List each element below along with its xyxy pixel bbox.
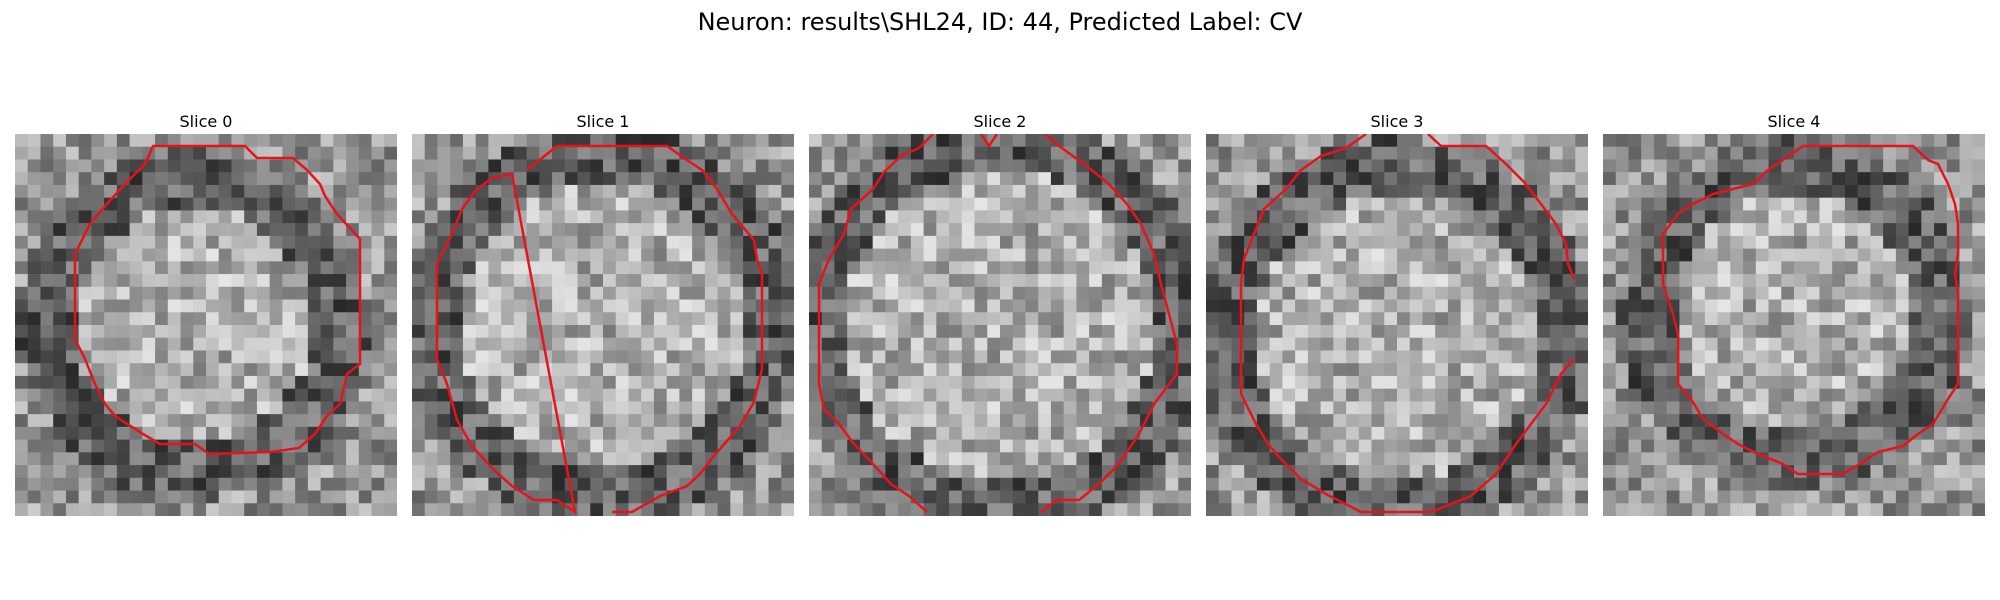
segmentation-contour xyxy=(435,144,764,515)
slice-panel-2: Slice 2 xyxy=(809,110,1191,516)
slice-image xyxy=(15,134,397,516)
slice-title: Slice 0 xyxy=(179,112,233,131)
segmentation-contour xyxy=(817,134,1179,513)
slice-title: Slice 4 xyxy=(1767,112,1821,131)
slice-image xyxy=(1206,134,1588,516)
slice-title: Slice 3 xyxy=(1370,112,1424,131)
figure-title: Neuron: results\SHL24, ID: 44, Predicted… xyxy=(697,8,1303,36)
slice-image xyxy=(809,134,1191,516)
segmentation-contour xyxy=(1661,144,1960,476)
slice-image xyxy=(1603,134,1985,516)
segmentation-contour xyxy=(73,144,362,456)
slice-panel-3: Slice 3 xyxy=(1206,110,1588,516)
slice-panel-0: Slice 0 xyxy=(15,110,397,516)
slice-title: Slice 2 xyxy=(973,112,1027,131)
slice-image xyxy=(412,134,794,516)
slice-title: Slice 1 xyxy=(576,112,630,131)
slice-panel-1: Slice 1 xyxy=(412,110,794,516)
slice-panel-4: Slice 4 xyxy=(1603,110,1985,516)
